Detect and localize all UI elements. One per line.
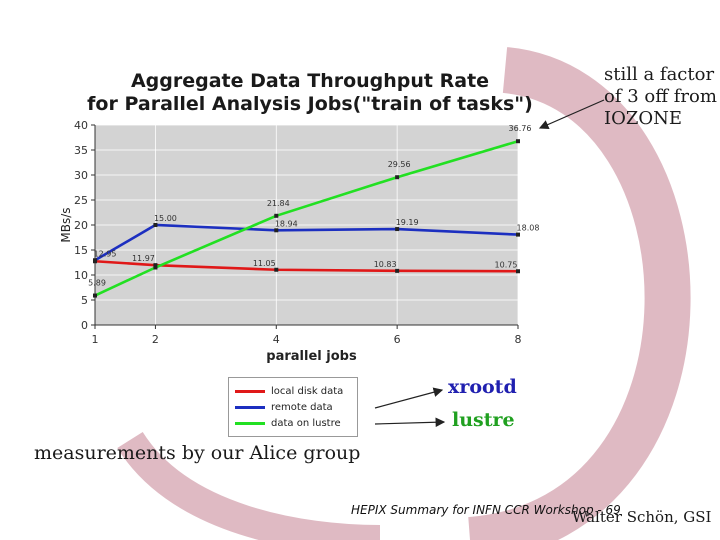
- y-tick-label: 20: [74, 219, 88, 232]
- y-tick-label: 35: [74, 144, 88, 157]
- y-tick-label: 5: [81, 294, 88, 307]
- legend-item-remote: remote data: [235, 400, 333, 414]
- y-tick-label: 40: [74, 119, 88, 132]
- y-axis-label: MBs/s: [59, 207, 73, 242]
- chart-title-line-2: for Parallel Analysis Jobs("train of tas…: [87, 93, 533, 115]
- x-tick-label: 4: [273, 333, 280, 346]
- arrow-to-lustre-peak: [538, 99, 605, 130]
- data-point-lustre: [274, 213, 279, 218]
- chart-legend: local disk data remote data data on lust…: [228, 377, 358, 437]
- y-tick-label: 30: [74, 169, 88, 182]
- note-line-2: of 3 off from: [604, 86, 717, 107]
- caption: measurements by our Alice group: [34, 442, 361, 464]
- chart-title-line-1: Aggregate Data Throughput Rate: [130, 70, 490, 92]
- y-tick-label: 15: [74, 244, 88, 257]
- annotation-note: still a factor of 3 off from IOZONE: [604, 64, 720, 130]
- legend-label-remote: remote data: [271, 401, 333, 413]
- data-label-remote: 18.94: [275, 219, 298, 228]
- data-point-remote: [274, 228, 279, 233]
- y-tick-label: 25: [74, 194, 88, 207]
- data-point-remote: [153, 223, 158, 227]
- data-point-lustre: [153, 265, 158, 270]
- data-point-remote: [516, 232, 520, 237]
- data-label-local: 11.05: [253, 259, 276, 268]
- footer-text: HEPIX Summary for INFN CCR Workshop - 69: [351, 503, 621, 517]
- x-tick-label: 8: [515, 333, 522, 346]
- legend-label-lustre: data on lustre: [271, 417, 341, 429]
- data-label-remote: 18.08: [517, 224, 540, 233]
- data-point-remote: [93, 258, 97, 263]
- xrootd-label: xrootd: [448, 376, 517, 398]
- legend-item-local: local disk data: [235, 384, 343, 398]
- legend-swatch-local: [235, 389, 265, 393]
- legend-label-local: local disk data: [271, 385, 344, 397]
- data-point-lustre: [516, 139, 520, 144]
- x-tick-label: 6: [394, 333, 401, 346]
- lustre-label: lustre: [452, 409, 515, 431]
- y-tick-label: 10: [74, 269, 88, 282]
- data-point-lustre: [93, 293, 97, 298]
- x-axis-label: parallel jobs: [266, 349, 357, 364]
- data-label-lustre: 36.76: [509, 124, 532, 133]
- data-label-remote: 15.00: [154, 214, 177, 223]
- data-label-lustre: 29.56: [388, 160, 411, 169]
- data-point-local: [395, 268, 400, 273]
- chart-title: Aggregate Data Throughput Rate for Paral…: [80, 70, 540, 116]
- data-point-local: [153, 263, 158, 268]
- data-label-remote: 19.19: [396, 218, 419, 227]
- arrow-to-xrootd: [374, 387, 444, 409]
- data-label-local: 10.83: [374, 260, 397, 269]
- data-label-remote: 12.95: [94, 249, 117, 258]
- data-label-lustre: 21.84: [267, 199, 290, 208]
- y-tick-label: 0: [81, 319, 88, 332]
- x-tick-label: 2: [152, 333, 159, 346]
- arrow-to-lustre: [374, 417, 446, 428]
- data-point-local: [274, 267, 279, 272]
- x-tick-label: 1: [92, 333, 99, 346]
- legend-swatch-lustre: [235, 421, 265, 425]
- data-label-local: 10.75: [495, 260, 518, 269]
- legend-swatch-remote: [235, 405, 265, 409]
- note-line-3: IOZONE: [604, 108, 683, 129]
- data-point-remote: [395, 227, 400, 232]
- data-point-local: [516, 269, 520, 274]
- legend-item-lustre: data on lustre: [235, 416, 341, 430]
- note-line-1: still a factor: [604, 64, 715, 85]
- data-label-local: 11.97: [132, 254, 155, 263]
- data-point-lustre: [395, 175, 400, 180]
- data-label-lustre: 5.89: [88, 279, 106, 288]
- author-text: Walter Schön, GSI: [572, 508, 712, 526]
